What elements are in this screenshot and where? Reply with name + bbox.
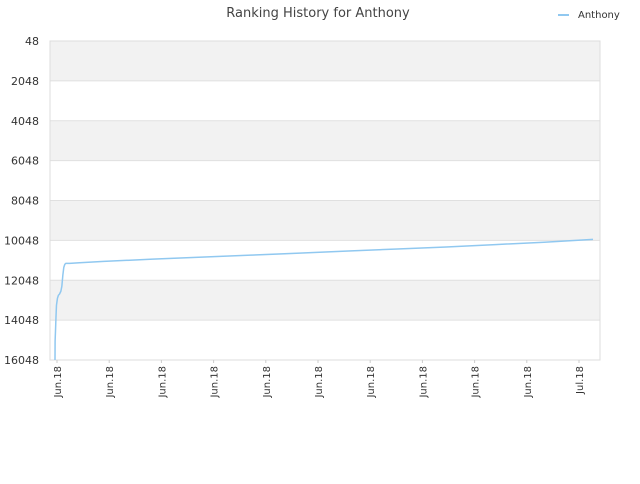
y-tick-label: 48 bbox=[25, 35, 39, 48]
x-tick-label: Jun.18 bbox=[314, 366, 325, 399]
x-tick-label: Jun.18 bbox=[366, 366, 377, 399]
y-tick-label: 4048 bbox=[11, 115, 39, 128]
legend-label: Anthony bbox=[578, 10, 620, 21]
y-tick-label: 10048 bbox=[4, 234, 39, 247]
x-tick-label: Jun.18 bbox=[471, 366, 482, 399]
y-tick-label: 12048 bbox=[4, 274, 39, 287]
x-tick-label: Jun.18 bbox=[523, 366, 534, 399]
y-tick-label: 6048 bbox=[11, 155, 39, 168]
x-tick-label: Jun.18 bbox=[157, 366, 168, 399]
series-line-anthony bbox=[54, 238, 594, 361]
legend[interactable]: Anthony bbox=[558, 10, 620, 21]
plot-band bbox=[50, 120, 600, 161]
x-tick-label: Jun.18 bbox=[53, 366, 64, 399]
chart-title: Ranking History for Anthony bbox=[226, 6, 410, 21]
plot-border bbox=[49, 40, 601, 361]
plot-area: 48 2048 4048 6048 8048 10048 12048 14048 16048 Ju… bbox=[4, 35, 601, 399]
x-tick-label: Jun.18 bbox=[418, 366, 429, 399]
y-tick-label: 8048 bbox=[11, 195, 39, 208]
plot-band bbox=[50, 41, 600, 81]
plot-band bbox=[50, 200, 600, 241]
y-tick-label: 16048 bbox=[4, 354, 39, 367]
x-tick-label: Jun.18 bbox=[262, 366, 273, 399]
y-tick-label: 2048 bbox=[11, 75, 39, 88]
x-tick-label: Jun.18 bbox=[210, 366, 221, 399]
plot-band bbox=[50, 280, 600, 321]
y-tick-label: 14048 bbox=[4, 314, 39, 327]
x-tick-label: Jun.18 bbox=[105, 366, 116, 399]
x-tick-label: Jul.18 bbox=[575, 366, 586, 395]
